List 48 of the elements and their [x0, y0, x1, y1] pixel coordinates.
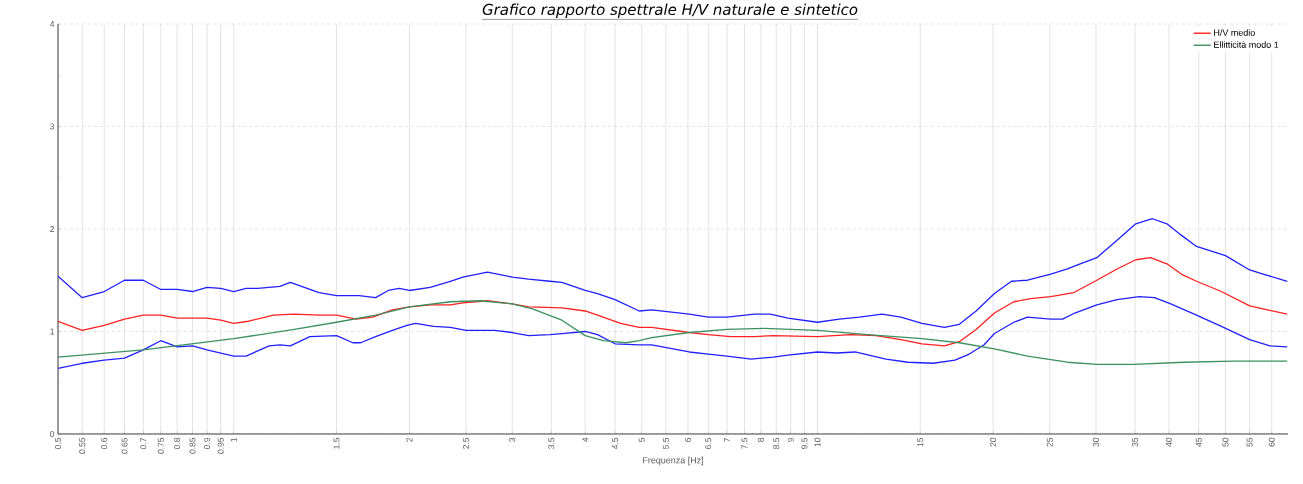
y-tick-label: 4: [49, 21, 55, 27]
x-tick-label: 0.95: [217, 437, 224, 454]
x-tick-label: 7.5: [741, 437, 748, 449]
x-tick-label: 50: [1222, 437, 1229, 447]
x-tick-label: 0.85: [189, 437, 196, 454]
legend-label: H/V medio: [1214, 29, 1255, 36]
x-tick-label: 0.65: [121, 437, 128, 454]
x-tick-label: 4: [582, 437, 589, 443]
x-tick-label: 0.9: [204, 437, 211, 449]
x-tick-label: 0.8: [174, 437, 181, 449]
x-tick-label: 6: [684, 437, 691, 442]
chart-title: Grafico rapporto spettrale H/V naturale e sintetico: [482, 3, 858, 18]
x-tick-label: 5.5: [662, 437, 669, 449]
x-tick-label: 0.6: [101, 437, 108, 449]
x-tick-label: 3.5: [548, 437, 555, 449]
x-tick-label: 0.75: [157, 437, 164, 454]
x-axis-title: Frequenza [Hz]: [643, 456, 704, 466]
x-tick-label: 10: [814, 437, 821, 447]
x-tick-label: 6.5: [705, 437, 712, 449]
x-tick-label: 4.5: [612, 437, 618, 450]
x-tick-label: 2.5: [463, 437, 470, 449]
x-tick-label: 8: [757, 437, 764, 442]
x-tick-label: 55: [1246, 437, 1253, 447]
x-tick-label: 0.7: [140, 437, 147, 449]
x-tick-label: 15: [917, 437, 924, 447]
x-tick-label: 8.5: [773, 437, 780, 449]
y-tick-label: 2: [50, 226, 55, 232]
x-tick-label: 30: [1092, 437, 1099, 447]
x-tick-label: 20: [990, 437, 997, 447]
x-tick-label: 45: [1195, 437, 1202, 447]
x-tick-label: 60: [1268, 437, 1275, 447]
y-tick-label: 0: [50, 430, 55, 437]
x-tick-label: 0.55: [79, 437, 86, 454]
y-tick-label: 3: [50, 123, 55, 130]
x-tick-label: 5: [638, 437, 645, 442]
x-tick-label: 7: [724, 437, 730, 442]
x-tick-label: 40: [1165, 437, 1172, 447]
x-tick-label: 35: [1132, 437, 1139, 447]
x-tick-label: 9: [787, 437, 794, 442]
x-tick-label: 1.5: [333, 437, 340, 449]
x-tick-label: 2: [406, 437, 413, 442]
y-tick-label: 1: [50, 328, 55, 335]
x-tick-label: 25: [1046, 437, 1053, 447]
x-tick-label: 1: [230, 437, 237, 442]
legend-label: Ellitticità modo 1: [1214, 41, 1279, 48]
x-tick-label: 9.5: [801, 437, 808, 449]
x-tick-label: 3: [509, 437, 516, 442]
x-tick-label: 0.5: [55, 437, 62, 449]
